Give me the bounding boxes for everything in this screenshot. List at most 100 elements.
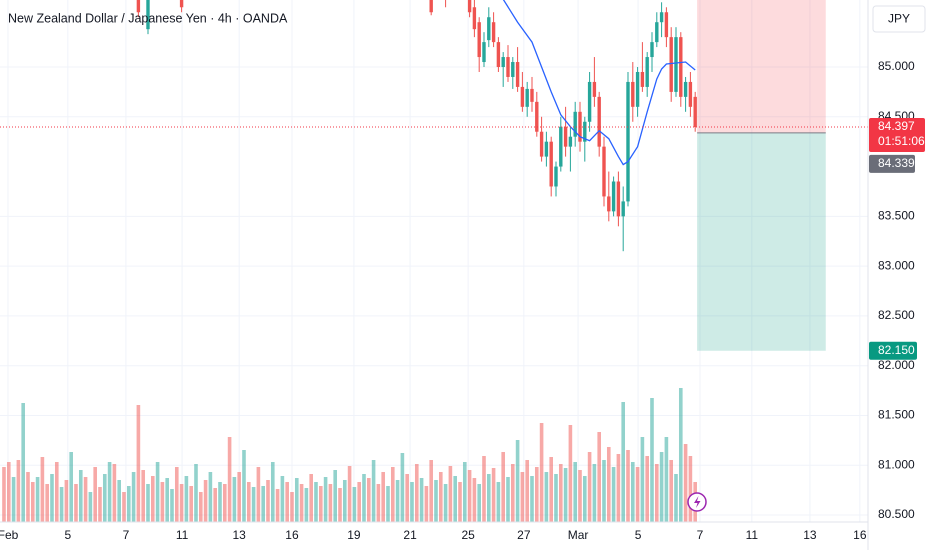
volume-bar [155,462,160,522]
volume-bar [544,472,549,522]
candle-body [563,126,568,147]
x-tick-label: 27 [517,528,531,542]
volume-bar [83,477,88,522]
volume-bar [558,464,563,522]
volume-bar [376,484,381,522]
volume-bar [50,474,54,522]
volume-bar [11,477,16,522]
volume-bar [112,464,117,522]
volume-bar [59,487,64,522]
volume-bar [371,460,376,522]
candle-body [616,181,621,217]
volume-bar [141,470,145,522]
last-price-badge [869,118,925,153]
volume-bar [237,472,241,522]
alert-icon[interactable] [687,492,707,512]
candle-body [640,71,645,87]
volume-bar [549,457,553,522]
volume-bar [64,480,69,522]
volume-bar [525,460,529,522]
volume-bar [347,466,352,522]
volume-bar [146,484,150,522]
volume-bar [304,488,309,522]
volume-bar [338,488,342,522]
volume-bar [510,464,515,522]
candle-body [535,101,539,132]
candle-body [520,86,525,107]
volume-bar [246,482,251,522]
volume-bar [2,467,6,522]
x-tick-label: 16 [853,528,867,542]
volume-bar [477,484,481,522]
candle-body [487,17,491,41]
candle-body [655,22,659,43]
volume-bar [30,482,35,522]
volume-bar [26,472,30,522]
candle-body [511,62,515,77]
volume-bar [443,484,448,522]
volume-bar [227,437,232,522]
candle-body [573,111,577,137]
volume-bar [501,452,505,522]
countdown-label: 01:51:06 [878,134,925,148]
volume-bar [21,403,25,522]
alert-icon-bolt[interactable] [694,496,701,508]
profit-zone [697,132,826,351]
volume-bar [429,460,433,522]
volume-bar [328,484,333,522]
candle-body [592,81,597,97]
volume-bar [366,478,371,522]
volume-bar [438,472,443,522]
volume-bar [88,492,93,522]
currency-button-frame[interactable] [872,5,926,33]
volume-bar [659,452,664,522]
volume-bar [117,480,121,522]
price-pane [0,0,868,252]
volume-bar [448,466,453,522]
volume-bar [184,476,189,522]
volume-bar [16,460,21,522]
volume-bar [506,477,510,522]
volume-bar [352,487,357,522]
candle-body [664,12,669,38]
volume-bar [294,478,299,522]
currency-button[interactable]: JPY [872,5,926,33]
volume-bar [102,474,107,522]
volume-bar [285,482,289,522]
candle-body [688,81,693,107]
candle-body [568,136,573,147]
volume-bar [40,457,45,522]
volume-bar [606,447,611,522]
volume-bar [395,480,400,522]
volume-bar [530,476,534,522]
volume-bar [261,486,265,522]
volume-bar [582,476,587,522]
volume-bar [270,462,275,522]
candle-body [554,166,558,187]
y-tick-label: 82.000 [878,358,915,372]
last-price-label: 84.397 [878,119,915,133]
volume-bar [587,452,592,522]
currency-label[interactable]: JPY [888,12,910,26]
volume-bar [333,470,337,522]
volume-bar [520,472,525,522]
x-tick-label: 7 [123,528,130,542]
candle-body [136,0,141,13]
volume-bar [496,482,501,522]
candle-body [683,81,688,97]
volume-bar [160,482,165,522]
candle-body [693,96,697,128]
volume-bar [179,484,184,522]
position-tool [697,0,826,351]
volume-bar [688,456,693,522]
volume-bar [357,482,361,522]
volume-bar [165,478,169,522]
volume-bar [290,492,294,522]
y-tick-label: 83.000 [878,258,915,272]
volume-bar [467,470,472,522]
volume-bar [275,489,280,522]
target-badge [869,341,917,360]
candle-body [530,88,534,102]
